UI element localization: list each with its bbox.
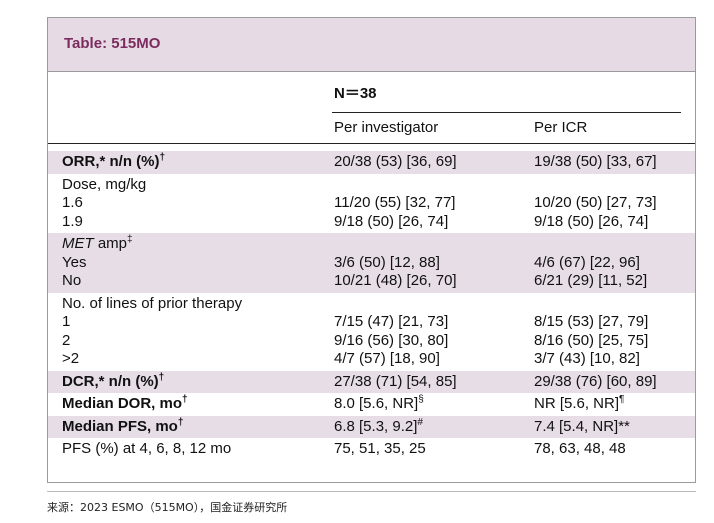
cell-text: 6.8 [5.3, 9.2] bbox=[334, 417, 418, 435]
table-row: 1.6 11/20 (55) [32, 77] 10/20 (50) [27, 73… bbox=[48, 194, 695, 213]
footnote-mark: † bbox=[182, 394, 188, 405]
footnote-mark: § bbox=[418, 394, 424, 405]
title-band: Table: 515MO bbox=[48, 18, 695, 72]
rule bbox=[47, 491, 696, 492]
cell: NR [5.6, NR]¶ bbox=[534, 395, 624, 414]
row-label: DCR,* n/n (%)† bbox=[62, 371, 165, 392]
rule bbox=[48, 143, 695, 144]
row-label: Median PFS, mo† bbox=[62, 416, 184, 437]
footnote-mark: † bbox=[158, 371, 165, 383]
table-body: ORR,* n/n (%)† 20/38 (53) [36, 69] 19/38 (… bbox=[48, 151, 695, 461]
cell: 9/18 (50) [26, 74] bbox=[534, 212, 649, 230]
cell-text: Median DOR, mo bbox=[62, 395, 183, 412]
table: Table: 515MO N＝38 Per investigator Per I… bbox=[47, 17, 696, 483]
cell: 20/38 (53) [36, 69] bbox=[334, 153, 457, 170]
cell: 3/7 (43) [10, 82] bbox=[534, 350, 640, 367]
cell-text: NR [5.6, NR] bbox=[534, 395, 620, 412]
table-row: MET amp‡ bbox=[48, 235, 695, 254]
row-group: Dose, mg/kg 1.6 11/20 (55) [32, 77] 10/20 (… bbox=[48, 174, 695, 234]
row-group: DCR,* n/n (%)† 27/38 (71) [54, 85] 29/38 (… bbox=[48, 370, 695, 393]
cell: 8/16 (50) [25, 75] bbox=[534, 331, 649, 349]
footnote-mark: ‡ bbox=[127, 234, 133, 245]
table-row: Dose, mg/kg bbox=[48, 176, 695, 195]
row-label: 1.9 bbox=[62, 212, 83, 230]
cell: 3/6 (50) [12, 88] bbox=[334, 253, 440, 271]
row-label: 1.6 bbox=[62, 194, 83, 211]
cell-text: 8.0 [5.6, NR] bbox=[334, 395, 419, 412]
row-label: MET amp‡ bbox=[62, 235, 133, 254]
row-label: Median DOR, mo† bbox=[62, 395, 188, 414]
cell: 9/18 (50) [26, 74] bbox=[334, 212, 449, 230]
cell-text: amp bbox=[93, 235, 128, 252]
table-row: No. of lines of prior therapy bbox=[48, 295, 695, 314]
cell: 6.8 [5.3, 9.2]# bbox=[334, 416, 423, 437]
italic-text: MET bbox=[62, 235, 94, 252]
row-group: PFS (%) at 4, 6, 8, 12 mo 75, 51, 35, 25 7… bbox=[48, 438, 695, 461]
row-label: ORR,* n/n (%)† bbox=[62, 153, 165, 172]
cell: 9/16 (56) [30, 80] bbox=[334, 331, 449, 349]
table-row: Yes 3/6 (50) [12, 88] 4/6 (67) [22, 96] bbox=[48, 254, 695, 273]
table-row: 1.9 9/18 (50) [26, 74] 9/18 (50) [26, 74] bbox=[48, 213, 695, 232]
table-row: No 10/21 (48) [26, 70] 6/21 (29) [11, 52] bbox=[48, 272, 695, 291]
row-label: 2 bbox=[62, 331, 71, 349]
cell: 4/6 (67) [22, 96] bbox=[534, 253, 640, 271]
row-label: No. of lines of prior therapy bbox=[62, 294, 243, 312]
row-group: No. of lines of prior therapy 1 7/15 (47) … bbox=[48, 293, 695, 371]
row-label: No bbox=[62, 272, 82, 289]
row-label: Dose, mg/kg bbox=[62, 175, 147, 193]
cell: 7.4 [5.4, NR]** bbox=[534, 417, 630, 435]
cell: 8.0 [5.6, NR]§ bbox=[334, 395, 424, 414]
cell: 78, 63, 48, 48 bbox=[534, 440, 626, 457]
column-header: Per ICR bbox=[534, 119, 588, 136]
cell: 7/15 (47) [21, 73] bbox=[334, 313, 449, 330]
row-label: >2 bbox=[62, 350, 80, 367]
table-row: >2 4/7 (57) [18, 90] 3/7 (43) [10, 82] bbox=[48, 350, 695, 369]
cell: 10/21 (48) [26, 70] bbox=[334, 272, 457, 289]
cell: 29/38 (76) [60, 89] bbox=[534, 372, 657, 390]
row-group: MET amp‡ Yes 3/6 (50) [12, 88] 4/6 (67) [22… bbox=[48, 233, 695, 293]
cell-text: Median PFS, mo bbox=[62, 417, 178, 435]
table-row: DCR,* n/n (%)† 27/38 (71) [54, 85] 29/38 (… bbox=[48, 371, 695, 392]
cell: 27/38 (71) [54, 85] bbox=[334, 372, 457, 390]
table-row: 1 7/15 (47) [21, 73] 8/15 (53) [27, 79] bbox=[48, 313, 695, 332]
row-group: Median PFS, mo† 6.8 [5.3, 9.2]# 7.4 [5.4, … bbox=[48, 415, 695, 438]
table-row: ORR,* n/n (%)† 20/38 (53) [36, 69] 19/38 (… bbox=[48, 153, 695, 172]
cell: 19/38 (50) [33, 67] bbox=[534, 153, 657, 170]
table-row: 2 9/16 (56) [30, 80] 8/16 (50) [25, 75] bbox=[48, 332, 695, 351]
table-row: Median PFS, mo† 6.8 [5.3, 9.2]# 7.4 [5.4, … bbox=[48, 416, 695, 437]
row-label: PFS (%) at 4, 6, 8, 12 mo bbox=[62, 440, 232, 457]
table-row: PFS (%) at 4, 6, 8, 12 mo 75, 51, 35, 25 7… bbox=[48, 440, 695, 459]
cell-text: DCR,* n/n (%) bbox=[62, 372, 159, 390]
cell: 6/21 (29) [11, 52] bbox=[534, 272, 648, 289]
row-label: 1 bbox=[62, 313, 71, 330]
footnote-mark: # bbox=[417, 416, 423, 428]
table-row: Median DOR, mo† 8.0 [5.6, NR]§ NR [5.6, NR… bbox=[48, 395, 695, 414]
cell: 4/7 (57) [18, 90] bbox=[334, 350, 440, 367]
cell: 11/20 (55) [32, 77] bbox=[334, 194, 456, 211]
row-group: ORR,* n/n (%)† 20/38 (53) [36, 69] 19/38 (… bbox=[48, 151, 695, 174]
footnote-mark: ¶ bbox=[619, 394, 625, 405]
footnote-mark: † bbox=[177, 416, 184, 428]
source-note: 来源：2023 ESMO（515MO），国金证券研究所 bbox=[47, 501, 288, 514]
cell-text: ORR,* n/n (%) bbox=[62, 153, 160, 170]
row-label: Yes bbox=[62, 253, 87, 271]
footnote-mark: † bbox=[159, 152, 166, 163]
column-header: Per investigator bbox=[334, 119, 439, 136]
cell: 10/20 (50) [27, 73] bbox=[534, 194, 657, 211]
n-label: N＝38 bbox=[334, 85, 377, 102]
table-title: Table: 515MO bbox=[64, 35, 161, 52]
rule bbox=[332, 112, 681, 113]
row-group: Median DOR, mo† 8.0 [5.6, NR]§ NR [5.6, NR… bbox=[48, 393, 695, 416]
cell: 8/15 (53) [27, 79] bbox=[534, 313, 649, 330]
cell: 75, 51, 35, 25 bbox=[334, 440, 426, 457]
